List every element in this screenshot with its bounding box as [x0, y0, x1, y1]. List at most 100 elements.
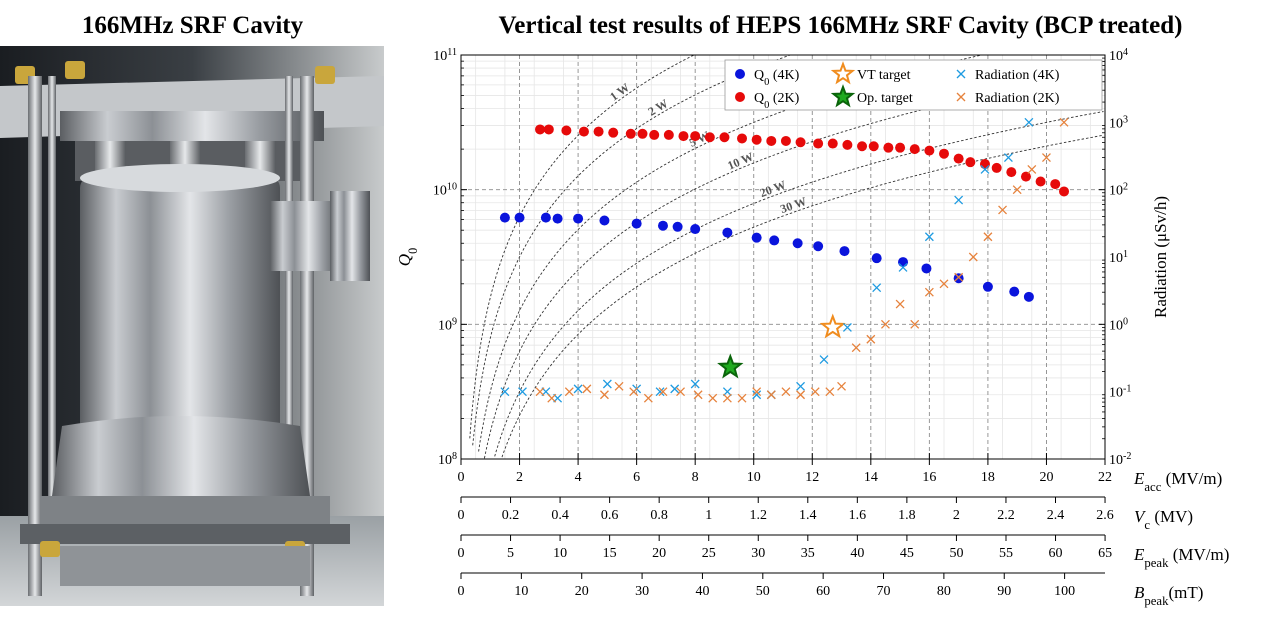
x-axis-tick-label: 0.2 [502, 508, 520, 523]
legend-marker [735, 69, 745, 79]
x-axis-tick-label: 50 [949, 546, 963, 561]
data-point [880, 319, 890, 329]
x-axis-tick-label: 6 [633, 470, 640, 485]
data-point [921, 263, 932, 274]
photo-title: 166MHz SRF Cavity [81, 12, 304, 39]
x-axis-tick-label: 55 [999, 546, 1013, 561]
x-axis-tick-label: 35 [801, 546, 815, 561]
data-point [895, 142, 906, 153]
data-point [1003, 153, 1013, 163]
data-point [954, 195, 964, 205]
data-point [751, 232, 762, 243]
x-axis-tick-label: 8 [692, 470, 699, 485]
x-axis-tick-label: 14 [864, 470, 878, 485]
x-axis-tick-label: 5 [507, 546, 514, 561]
x-axis-tick-label: 15 [603, 546, 617, 561]
x-axis-label: Eacc (MV/m) [1133, 469, 1222, 494]
x-axis-tick-label: 80 [937, 584, 951, 599]
data-point [561, 125, 572, 136]
x-axis-tick-label: 45 [900, 546, 914, 561]
x-axis-tick-label: 2.6 [1096, 508, 1114, 523]
data-point [693, 390, 703, 400]
y-right-tick-label: 101 [1109, 249, 1128, 267]
x-axis-tick-label: 50 [756, 584, 770, 599]
data-point [857, 141, 868, 152]
data-point [813, 138, 824, 149]
x-axis-tick-label: 22 [1098, 470, 1112, 485]
x-axis-tick-label: 0 [458, 584, 465, 599]
data-point [819, 313, 846, 339]
data-point [982, 281, 993, 292]
legend-marker [956, 69, 966, 79]
data-point [1006, 167, 1017, 178]
legend: Q0 (4K) Q0 (2K) VT target Op. target Radiati… [724, 59, 1103, 111]
data-point [909, 144, 920, 155]
data-point [578, 126, 589, 137]
data-point [980, 164, 990, 174]
data-point [883, 142, 894, 153]
y-left-label: Q0 [395, 248, 420, 266]
x-axis-tick-label: 16 [922, 470, 936, 485]
data-point [564, 387, 574, 397]
x-axis-label: Vc (MV) [1134, 507, 1193, 532]
data-point [954, 272, 964, 282]
data-point [898, 257, 909, 268]
data-point [535, 124, 546, 135]
x-axis-tick-label: 65 [1098, 546, 1112, 561]
y-left-tick-label: 108 [438, 451, 457, 469]
data-point [965, 157, 976, 168]
plot-background [461, 55, 1105, 459]
data-point [752, 387, 762, 397]
data-point [602, 379, 612, 389]
data-point [608, 127, 619, 138]
legend-label: VT target [857, 68, 911, 83]
data-point [582, 384, 592, 394]
x-axis-tick-label: 25 [702, 546, 716, 561]
legend-label: Radiation (4K) [975, 68, 1060, 83]
y-right-tick-label: 100 [1109, 316, 1128, 334]
data-point [655, 387, 665, 397]
data-point [792, 238, 803, 249]
data-point [1035, 176, 1046, 187]
data-point [872, 283, 882, 293]
iso-power-curve [501, 134, 1104, 458]
data-point [719, 132, 730, 143]
x-axis-tick-label: 30 [751, 546, 765, 561]
data-point [769, 235, 780, 246]
x-axis-tick-label: 10 [747, 470, 761, 485]
legend-label: Radiation (2K) [975, 91, 1060, 106]
data-point [910, 319, 920, 329]
data-point [868, 141, 879, 152]
x-axis-tick-label: 40 [695, 584, 709, 599]
data-point [1009, 286, 1020, 297]
chart-title: Vertical test results of HEPS 166MHz SRF… [498, 12, 1183, 39]
data-point [796, 390, 806, 400]
data-point [924, 287, 934, 297]
x-axis-label: Bpeak(mT) [1134, 583, 1203, 608]
data-point [819, 355, 829, 365]
y-right-label: Radiation (μSv/h) [1151, 196, 1170, 318]
x-axis-tick-label: 20 [575, 584, 589, 599]
data-point [766, 135, 777, 146]
data-point [614, 381, 624, 391]
x-axis-tick-label: 4 [575, 470, 582, 485]
x-axis-tick-label: 60 [816, 584, 830, 599]
data-point [722, 387, 732, 397]
data-point [1012, 185, 1022, 195]
data-point [810, 387, 820, 397]
data-point [737, 133, 748, 144]
legend-box [724, 59, 1103, 111]
cavity-photo [0, 46, 384, 606]
data-point [796, 381, 806, 391]
data-point [637, 128, 648, 139]
data-point [593, 126, 604, 137]
data-point [839, 246, 850, 257]
x-axis-tick-label: 100 [1054, 584, 1075, 599]
data-point [599, 215, 610, 226]
iso-power-curve [483, 70, 1104, 459]
data-point [866, 334, 876, 344]
x-axis-tick-label: 30 [635, 584, 649, 599]
data-point [547, 393, 557, 403]
x-axis-tick-label: 1.2 [749, 508, 767, 523]
x-axis-tick-label: 20 [1039, 470, 1053, 485]
